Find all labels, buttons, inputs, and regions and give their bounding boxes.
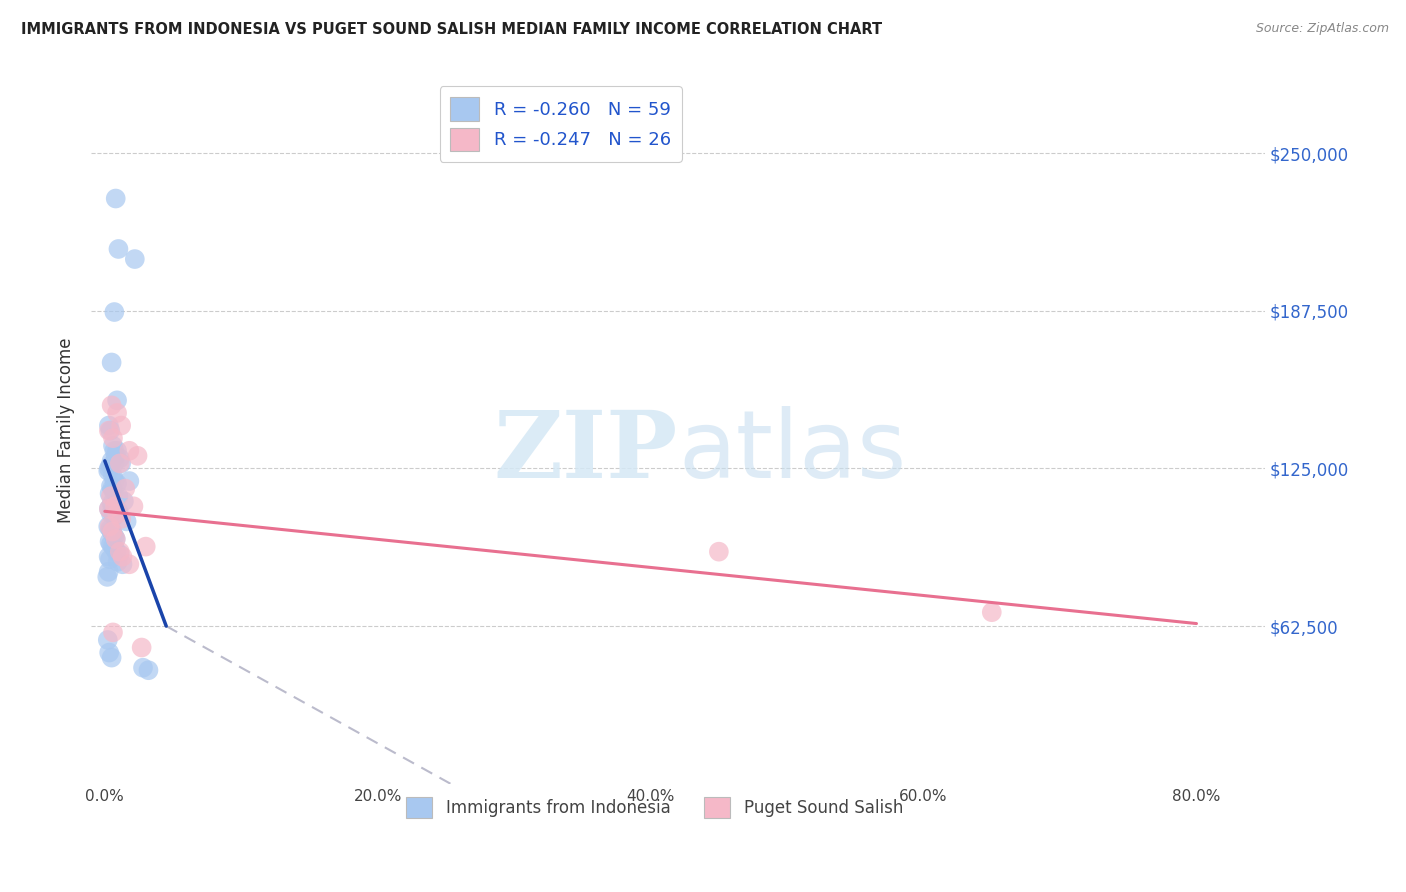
- Point: [98, 458, 121, 473]
- Point: [97, 501, 120, 516]
- Text: Source: ZipAtlas.com: Source: ZipAtlas.com: [1256, 22, 1389, 36]
- Point: [100, 524, 122, 539]
- Point: [108, 544, 131, 558]
- Point: [111, 558, 134, 572]
- Point: [100, 454, 122, 468]
- Point: [103, 456, 125, 470]
- Point: [138, 663, 160, 677]
- Point: [97, 632, 120, 647]
- Point: [111, 549, 134, 564]
- Point: [110, 456, 132, 470]
- Point: [98, 519, 121, 533]
- Text: ZIP: ZIP: [494, 407, 678, 497]
- Point: [98, 534, 121, 549]
- Point: [98, 486, 121, 500]
- Point: [100, 507, 122, 521]
- Point: [100, 497, 122, 511]
- Point: [135, 540, 157, 554]
- Point: [100, 650, 122, 665]
- Point: [97, 418, 120, 433]
- Point: [97, 519, 120, 533]
- Point: [105, 406, 128, 420]
- Point: [115, 515, 138, 529]
- Point: [108, 456, 131, 470]
- Point: [104, 449, 127, 463]
- Point: [103, 529, 125, 543]
- Point: [103, 484, 125, 499]
- Point: [98, 424, 121, 438]
- Point: [980, 605, 1002, 619]
- Point: [98, 646, 121, 660]
- Point: [107, 489, 129, 503]
- Point: [101, 524, 124, 539]
- Point: [108, 451, 131, 466]
- Point: [104, 500, 127, 514]
- Point: [100, 398, 122, 412]
- Text: atlas: atlas: [678, 406, 907, 498]
- Point: [103, 474, 125, 488]
- Point: [97, 501, 120, 516]
- Point: [127, 449, 149, 463]
- Point: [105, 443, 128, 458]
- Point: [118, 558, 141, 572]
- Point: [108, 547, 131, 561]
- Point: [101, 469, 124, 483]
- Point: [107, 242, 129, 256]
- Point: [114, 482, 136, 496]
- Point: [103, 305, 125, 319]
- Text: IMMIGRANTS FROM INDONESIA VS PUGET SOUND SALISH MEDIAN FAMILY INCOME CORRELATION: IMMIGRANTS FROM INDONESIA VS PUGET SOUND…: [21, 22, 882, 37]
- Point: [98, 552, 121, 566]
- Point: [101, 482, 124, 496]
- Point: [107, 555, 129, 569]
- Point: [101, 439, 124, 453]
- Point: [110, 418, 132, 433]
- Legend: Immigrants from Indonesia, Puget Sound Salish: Immigrants from Indonesia, Puget Sound S…: [399, 790, 910, 825]
- Point: [97, 464, 120, 478]
- Point: [103, 443, 125, 458]
- Point: [104, 532, 127, 546]
- Point: [122, 500, 145, 514]
- Point: [101, 540, 124, 554]
- Point: [101, 500, 124, 514]
- Point: [100, 537, 122, 551]
- Point: [97, 424, 120, 438]
- Point: [98, 522, 121, 536]
- Point: [707, 544, 730, 558]
- Point: [104, 542, 127, 557]
- Point: [105, 507, 128, 521]
- Point: [97, 461, 120, 475]
- Point: [118, 474, 141, 488]
- Point: [112, 494, 135, 508]
- Point: [97, 565, 120, 579]
- Point: [104, 192, 127, 206]
- Point: [132, 661, 155, 675]
- Point: [105, 544, 128, 558]
- Point: [107, 504, 129, 518]
- Point: [103, 509, 125, 524]
- Point: [100, 355, 122, 369]
- Point: [131, 640, 153, 655]
- Point: [101, 431, 124, 445]
- Point: [104, 532, 127, 546]
- Point: [118, 443, 141, 458]
- Point: [100, 489, 122, 503]
- Point: [96, 570, 118, 584]
- Point: [101, 625, 124, 640]
- Point: [105, 476, 128, 491]
- Point: [97, 549, 120, 564]
- Point: [110, 512, 132, 526]
- Point: [105, 393, 128, 408]
- Point: [101, 527, 124, 541]
- Y-axis label: Median Family Income: Median Family Income: [58, 338, 75, 524]
- Point: [100, 479, 122, 493]
- Point: [124, 252, 146, 266]
